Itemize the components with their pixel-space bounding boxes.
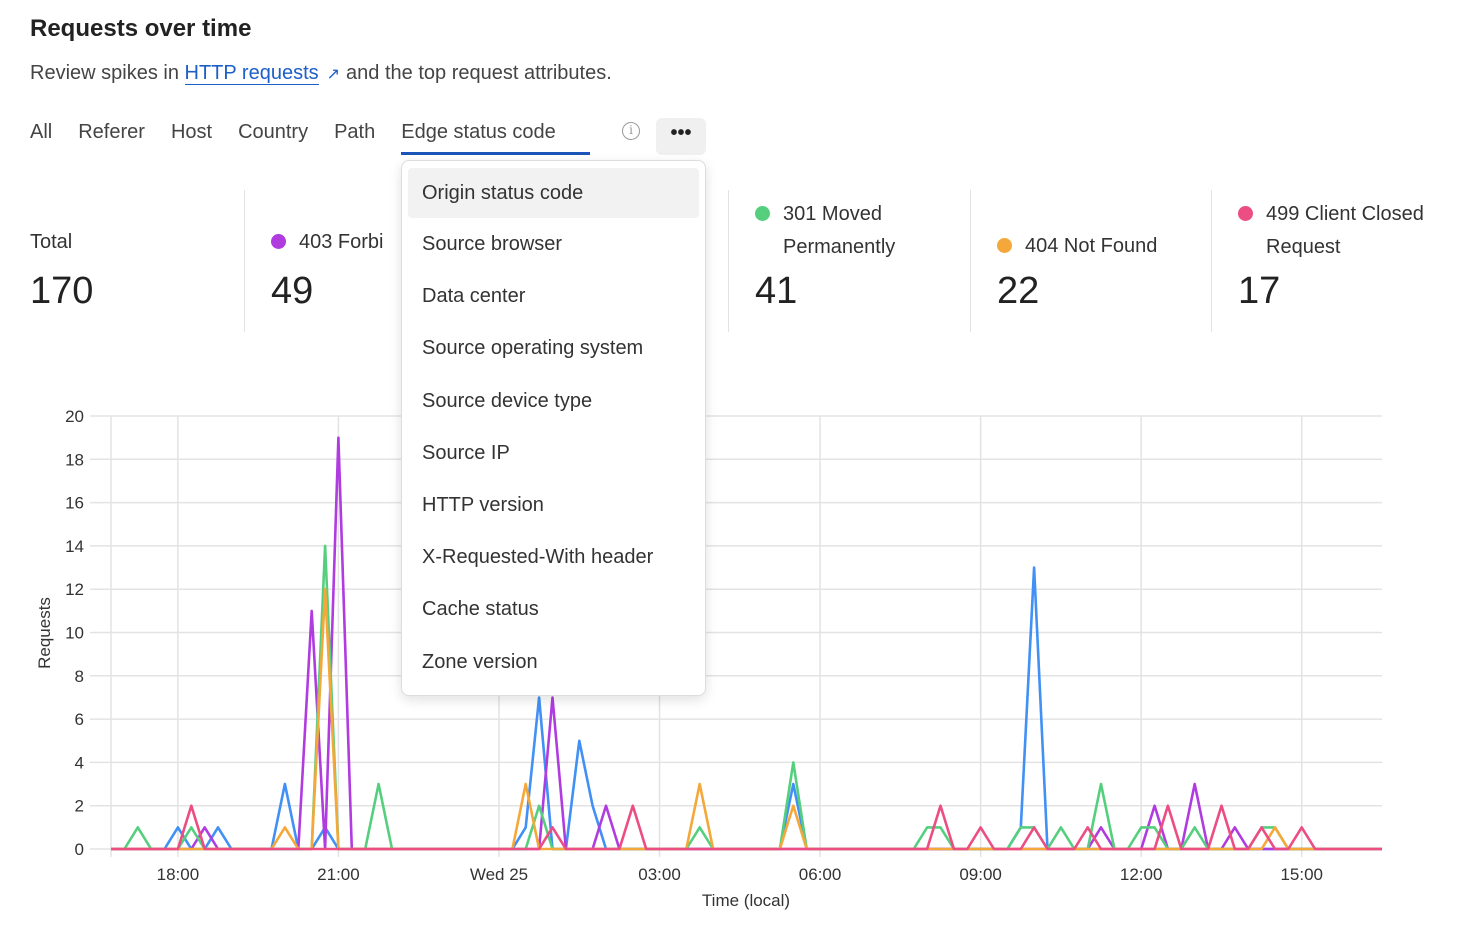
menu-item-source-os[interactable]: Source operating system — [422, 337, 644, 360]
y-axis-label: Requests — [35, 597, 54, 669]
y-tick-label: 2 — [75, 797, 84, 816]
legend-dot-icon — [755, 206, 770, 221]
y-tick-label: 10 — [65, 624, 84, 643]
tab-all[interactable]: All — [30, 121, 53, 143]
http-requests-link[interactable]: HTTP requests — [184, 62, 319, 85]
menu-item-data-center[interactable]: Data center — [422, 285, 526, 308]
menu-item-cache-status[interactable]: Cache status — [422, 598, 539, 621]
x-tick-label: 09:00 — [959, 865, 1002, 884]
stat-403[interactable]: 403 Forbi 49 — [244, 190, 404, 332]
series-line-499-client-closed-request — [111, 804, 1382, 851]
y-tick-label: 12 — [65, 580, 84, 599]
stat-label: 403 Forbi — [299, 231, 384, 253]
chart-tick-labels: 0 2 4 6 8 10 12 14 16 18 20 18:00 21:00 Wed 25 03:00 06… — [65, 407, 1323, 884]
y-tick-label: 20 — [65, 407, 84, 426]
menu-item-source-device-type[interactable]: Source device type — [422, 389, 593, 412]
tab-host[interactable]: Host — [170, 121, 213, 143]
tab-bar: All Referer Host Country Path Edge statu… — [30, 121, 590, 155]
subtitle-post: and the top request attributes. — [346, 62, 612, 84]
tab-path[interactable]: Path — [334, 121, 376, 143]
y-tick-label: 0 — [75, 840, 84, 859]
stat-label: 404 Not Found — [1025, 235, 1158, 257]
menu-item-source-ip[interactable]: Source IP — [422, 441, 510, 464]
stat-499[interactable]: 499 Client Closed Request 17 — [1211, 190, 1451, 332]
legend-dot-icon — [997, 238, 1012, 253]
series-line-403-forbidden — [111, 436, 1382, 851]
menu-item-origin-status-code[interactable]: Origin status code — [408, 168, 699, 218]
tab-country[interactable]: Country — [238, 121, 309, 143]
stat-value: 170 — [30, 270, 94, 312]
x-tick-label: 06:00 — [799, 865, 842, 884]
stat-value: 41 — [755, 270, 798, 312]
menu-item-http-version[interactable]: HTTP version — [422, 493, 544, 516]
stat-404[interactable]: 404 Not Found 22 — [970, 190, 1210, 332]
x-tick-label: 15:00 — [1280, 865, 1323, 884]
stat-value: 22 — [997, 270, 1040, 312]
y-tick-label: 16 — [65, 494, 84, 513]
x-tick-label: 03:00 — [638, 865, 681, 884]
external-link-icon: ↗ — [326, 66, 341, 83]
tab-referer[interactable]: Referer — [78, 121, 145, 143]
tab-edge-status-code[interactable]: Edge status code — [401, 121, 590, 155]
subtitle: Review spikes in HTTP requests ↗ and the t… — [30, 62, 612, 85]
stat-value: 17 — [1238, 270, 1281, 312]
y-tick-label: 18 — [65, 450, 84, 469]
stat-label: Total — [30, 231, 73, 253]
stat-label: 301 Moved Permanently — [783, 203, 896, 258]
stat-label: 499 Client Closed Request — [1266, 203, 1424, 258]
more-tabs-menu: Origin status code Source browser Data c… — [401, 160, 706, 696]
chart-series — [111, 436, 1382, 851]
x-tick-label: 12:00 — [1120, 865, 1163, 884]
x-axis-label: Time (local) — [702, 891, 790, 910]
x-tick-label: Wed 25 — [470, 865, 528, 884]
y-tick-label: 6 — [75, 710, 84, 729]
y-tick-label: 8 — [75, 667, 84, 686]
x-tick-label: 21:00 — [317, 865, 360, 884]
menu-item-source-browser[interactable]: Source browser — [422, 233, 563, 255]
menu-item-x-requested-with[interactable]: X-Requested-With header — [422, 546, 654, 569]
menu-item-zone-version[interactable]: Zone version — [422, 650, 538, 673]
stat-value: 49 — [271, 270, 314, 312]
subtitle-pre: Review spikes in — [30, 62, 179, 84]
y-tick-label: 14 — [65, 537, 84, 556]
legend-dot-icon — [271, 234, 286, 249]
stat-301[interactable]: 301 Moved Permanently 41 — [728, 190, 968, 332]
x-tick-label: 18:00 — [157, 865, 200, 884]
more-tabs-button[interactable]: ••• — [656, 118, 706, 155]
y-tick-label: 4 — [75, 753, 84, 772]
page-title: Requests over time — [30, 15, 252, 42]
stat-total: Total 170 — [4, 226, 93, 368]
legend-dot-icon — [1238, 206, 1253, 221]
info-icon[interactable]: i — [622, 122, 640, 140]
